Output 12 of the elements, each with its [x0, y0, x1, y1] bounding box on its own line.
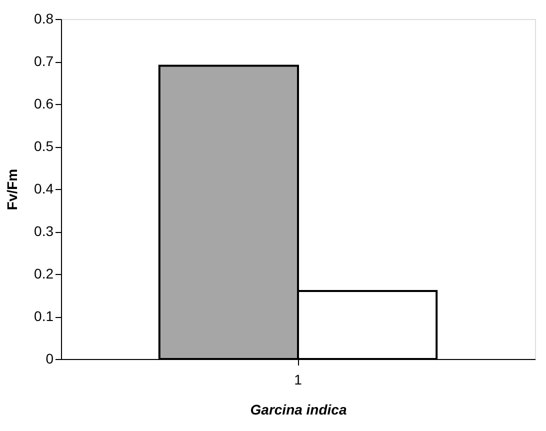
y-tick-label: 0.5	[34, 138, 54, 154]
y-tick-label: 0.7	[34, 53, 54, 69]
y-tick-label: 0.8	[34, 10, 54, 26]
y-axis-title: Fv/Fm	[4, 168, 20, 210]
y-tick-label: 0.1	[34, 308, 54, 324]
x-tick-label: 1	[294, 372, 302, 388]
y-tick-label: 0.4	[34, 180, 54, 196]
y-tick-label: 0	[46, 350, 54, 366]
x-axis-title: Garcina indica	[250, 402, 347, 418]
y-tick-label: 0.3	[34, 223, 54, 239]
y-tick-label: 0.2	[34, 266, 54, 282]
y-tick-label: 0.6	[34, 96, 54, 112]
